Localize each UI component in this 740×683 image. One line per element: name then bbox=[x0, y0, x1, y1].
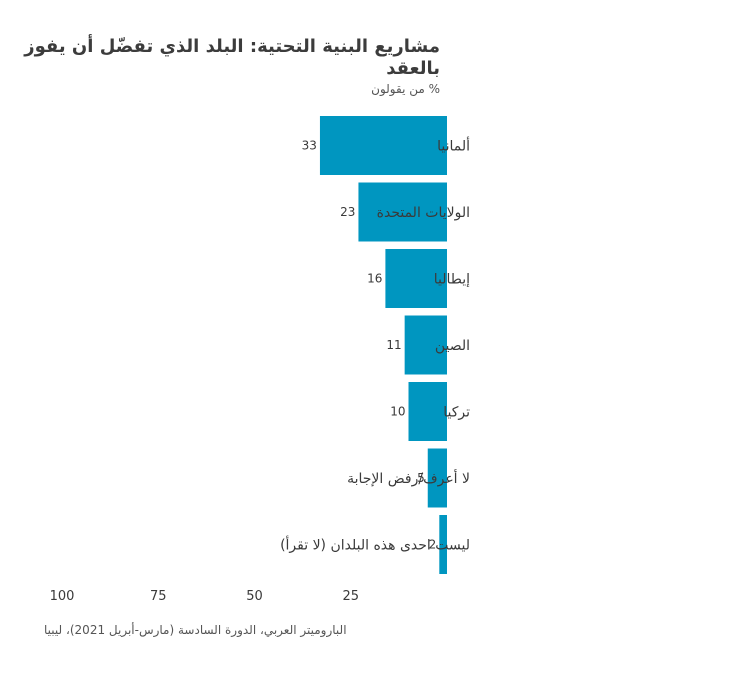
chart-title: مشاريع البنية التحتية: البلد الذي تفضّل … bbox=[24, 36, 440, 79]
category-label: ليست احدى هذه البلدان (لا تقرأ) bbox=[280, 536, 470, 554]
title-block: مشاريع البنية التحتية: البلد الذي تفضّل … bbox=[20, 36, 440, 96]
category-label: ألمانيا bbox=[437, 137, 470, 155]
category-label: إيطاليا bbox=[434, 272, 470, 288]
category-label: تركيا bbox=[443, 405, 470, 421]
bar bbox=[427, 448, 447, 508]
category-label: لا أعرف/رفض الإجابة bbox=[347, 469, 470, 487]
data-label: 11 bbox=[386, 338, 401, 352]
data-label: 23 bbox=[340, 205, 355, 219]
x-tick-label: 75 bbox=[150, 589, 167, 604]
chart-subtitle: % من يقولون bbox=[371, 82, 440, 96]
bar bbox=[319, 116, 447, 175]
x-tick-label: 50 bbox=[246, 589, 263, 604]
data-label: 33 bbox=[302, 139, 317, 153]
bar bbox=[404, 315, 447, 375]
source-note: الباروميتر العربي، الدورة السادسة (مارس-… bbox=[44, 623, 347, 637]
bar bbox=[439, 515, 447, 574]
bar bbox=[385, 249, 447, 308]
data-label: 16 bbox=[367, 272, 382, 286]
data-label: 10 bbox=[390, 405, 405, 419]
x-tick-label: 100 bbox=[50, 589, 75, 604]
category-label: الولايات المتحدة bbox=[377, 205, 470, 221]
category-label: الصين bbox=[435, 338, 470, 354]
bar bbox=[408, 382, 447, 441]
data-label: 5 bbox=[417, 471, 425, 485]
bar bbox=[358, 182, 447, 242]
data-label: 2 bbox=[429, 538, 437, 552]
x-tick-label: 25 bbox=[342, 589, 359, 604]
